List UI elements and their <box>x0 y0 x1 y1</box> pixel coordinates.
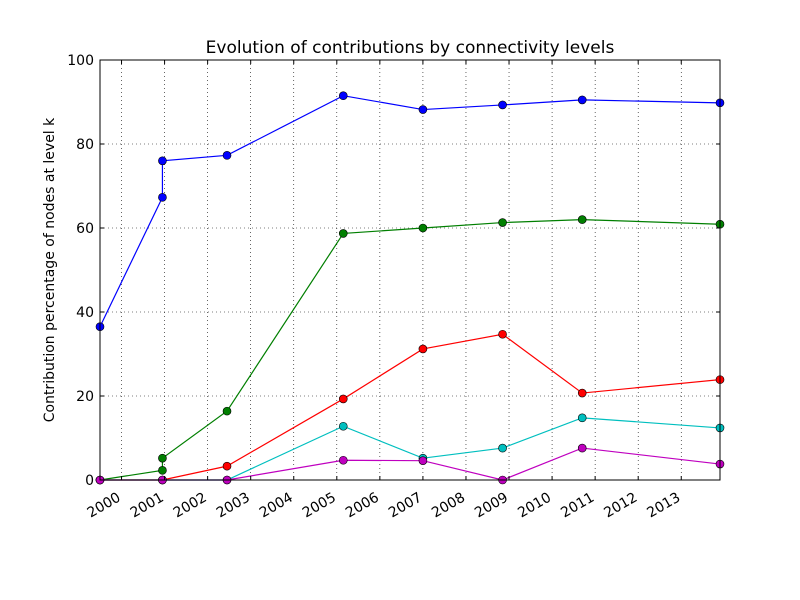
data-point <box>222 151 232 160</box>
chart-title: Evolution of contributions by connectivi… <box>206 38 615 58</box>
y-axis-label: Contribution percentage of nodes at leve… <box>42 117 58 422</box>
y-tick-label: 40 <box>76 305 94 321</box>
data-point <box>158 156 167 166</box>
data-point <box>338 229 348 238</box>
data-point <box>577 215 587 224</box>
y-tick-label: 20 <box>76 389 94 405</box>
data-point <box>498 218 507 227</box>
data-point <box>577 388 587 398</box>
y-tick-label: 0 <box>85 473 94 489</box>
data-point <box>418 223 428 233</box>
data-point <box>158 453 167 463</box>
series-line <box>100 333 721 481</box>
data-point <box>418 456 428 465</box>
data-point <box>498 100 507 110</box>
data-point <box>158 193 167 202</box>
data-point <box>418 105 428 114</box>
data-point <box>338 394 348 404</box>
y-tick-label: 80 <box>76 137 94 153</box>
data-point <box>338 421 348 431</box>
data-point <box>158 466 167 475</box>
plot-series <box>95 91 725 485</box>
data-point <box>577 443 587 453</box>
data-point <box>338 91 348 100</box>
data-point <box>577 413 587 423</box>
data-point <box>222 461 232 471</box>
data-point <box>418 344 428 354</box>
series-1 <box>95 91 725 332</box>
grid-lines <box>100 60 720 480</box>
data-point <box>498 443 507 453</box>
data-point <box>222 406 232 416</box>
data-point <box>498 329 507 339</box>
data-point <box>577 95 587 105</box>
y-tick-label: 100 <box>67 53 94 69</box>
data-point <box>338 455 348 465</box>
y-tick-label: 60 <box>76 221 94 237</box>
plot-frame <box>99 59 721 481</box>
